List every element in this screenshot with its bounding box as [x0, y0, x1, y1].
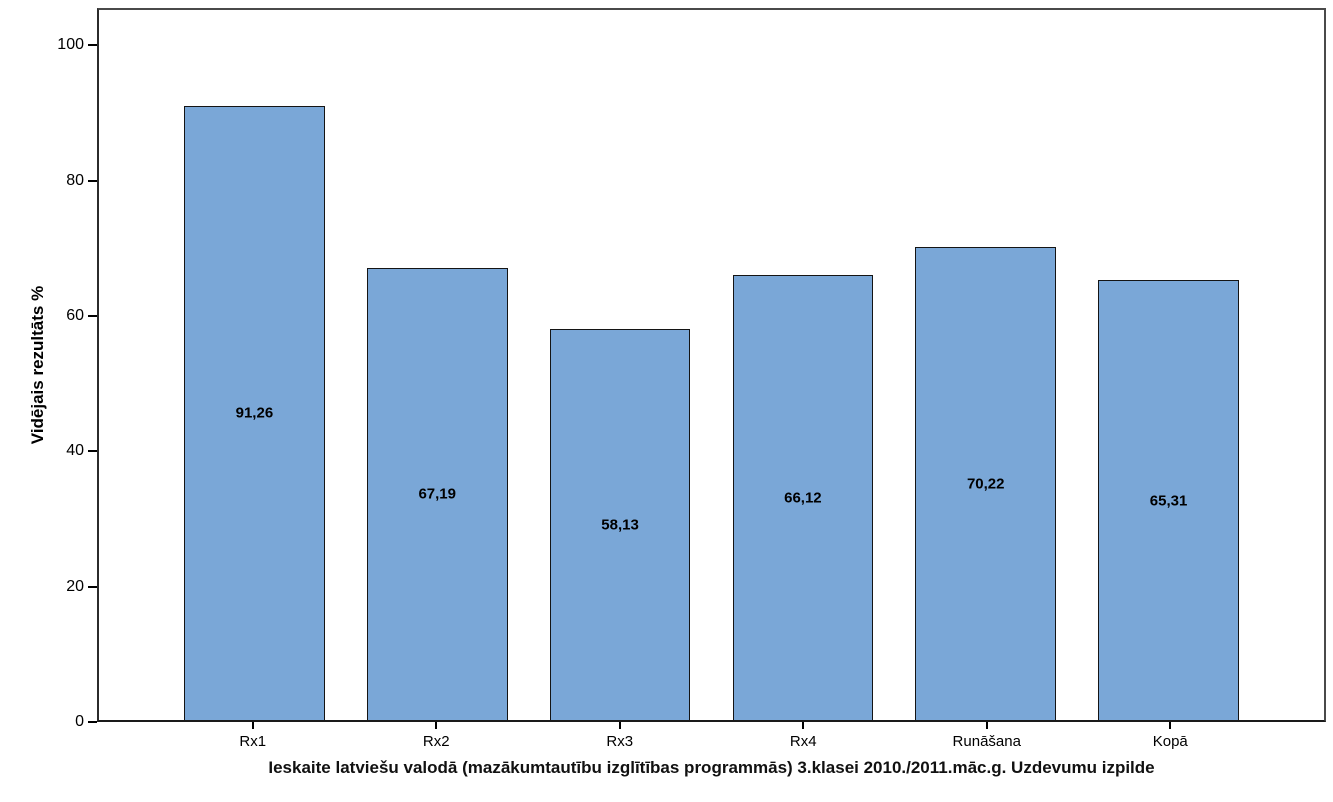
- y-tick-label: 60: [66, 306, 84, 324]
- x-category-cell: Rx2: [345, 722, 529, 758]
- bar-Runāšana: 70,22: [915, 247, 1057, 720]
- y-tick-mark: [88, 721, 97, 723]
- x-category-cell: Rx4: [712, 722, 896, 758]
- bar-value-label: 91,26: [235, 404, 274, 422]
- x-tick-label: Rx3: [606, 733, 634, 750]
- y-tick-mark: [88, 314, 97, 317]
- y-tick-label: 40: [66, 442, 84, 460]
- x-category-cell: Runāšana: [895, 722, 1079, 758]
- x-tick-label: Kopā: [1152, 733, 1188, 750]
- bar-value-label: 66,12: [784, 489, 822, 507]
- x-tick-label: Rx2: [422, 733, 450, 750]
- x-axis: Rx1 Rx2 Rx3 Rx4 Runāšana Kopā: [161, 722, 1262, 758]
- y-tick-mark: [88, 179, 97, 182]
- x-tick-mark: [618, 722, 621, 729]
- y-tick-mark: [88, 585, 97, 588]
- y-tick-label: 80: [66, 171, 84, 189]
- plot-area: 91,26 67,19 58,13 66,12 70,22 65,31: [97, 8, 1326, 722]
- y-tick-mark: [88, 450, 97, 453]
- x-category-cell: Kopā: [1079, 722, 1263, 758]
- x-category-cell: Rx1: [161, 722, 345, 758]
- x-tick-mark: [251, 722, 254, 729]
- x-tick-mark: [985, 722, 988, 729]
- bar-value-label: 70,22: [966, 475, 1005, 493]
- bar-Rx1: 91,26: [184, 105, 325, 720]
- bars-container: 91,26 67,19 58,13 66,12 70,22 65,31: [163, 10, 1260, 720]
- bar-Rx3: 58,13: [549, 328, 691, 720]
- x-tick-label: Rx4: [789, 733, 817, 750]
- bar-slot: 91,26: [163, 10, 346, 720]
- bar-value-label: 65,31: [1149, 492, 1188, 510]
- x-tick-label: Rx1: [239, 733, 267, 750]
- x-axis-title: Ieskaite latviešu valodā (mazākumtautību…: [268, 758, 1155, 777]
- y-tick-label: 100: [57, 36, 84, 54]
- bar-value-label: 67,19: [418, 485, 456, 503]
- x-tick-mark: [802, 722, 805, 729]
- y-tick-mark: [88, 44, 97, 47]
- bar-value-label: 58,13: [601, 516, 639, 534]
- x-tick-label: Runāšana: [952, 733, 1021, 750]
- x-category-cell: Rx3: [528, 722, 712, 758]
- y-tick-label: 20: [66, 577, 84, 595]
- x-tick-mark: [435, 722, 438, 729]
- bar-Kopā: 65,31: [1098, 280, 1239, 720]
- y-tick-label: 0: [75, 713, 84, 730]
- bar-slot: 66,12: [711, 10, 894, 720]
- bar-Rx4: 66,12: [732, 275, 874, 720]
- bar-slot: 58,13: [529, 10, 712, 720]
- bar-Rx2: 67,19: [366, 267, 508, 720]
- bar-slot: 65,31: [1077, 10, 1260, 720]
- bar-slot: 67,19: [346, 10, 529, 720]
- bar-slot: 70,22: [894, 10, 1077, 720]
- x-tick-mark: [1169, 722, 1172, 729]
